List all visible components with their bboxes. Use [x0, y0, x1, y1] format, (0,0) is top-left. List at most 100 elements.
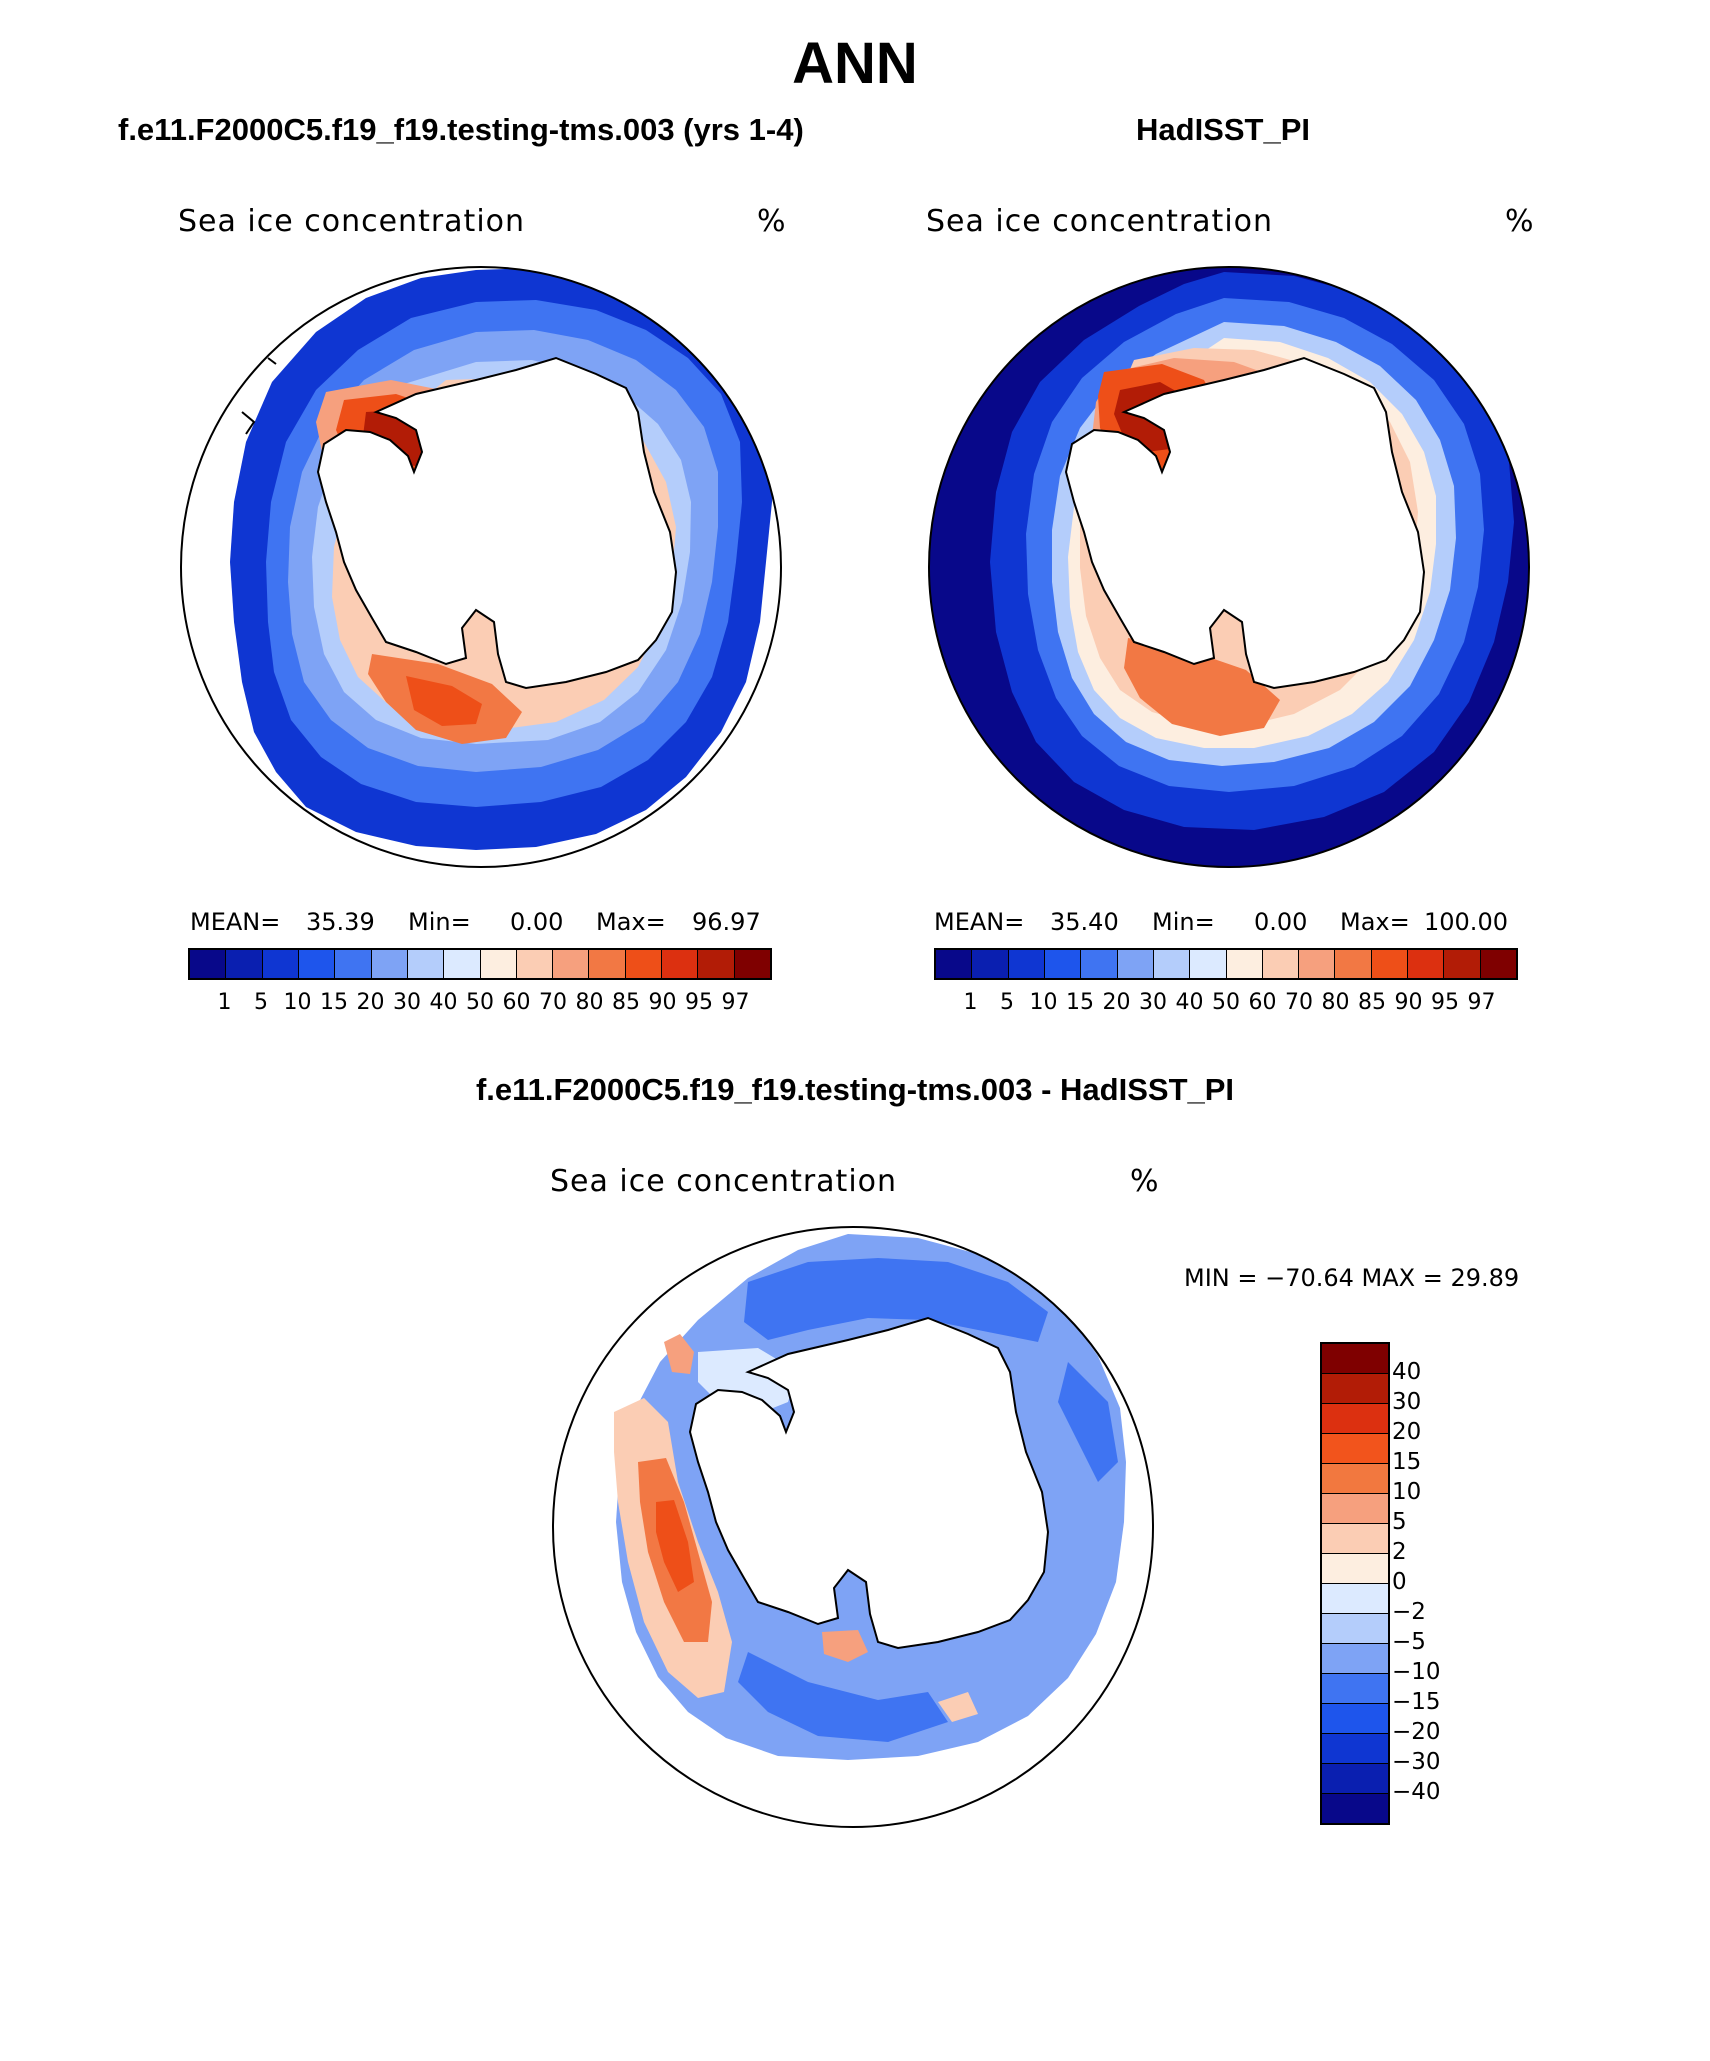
model-colorbar-tick-label: 10	[283, 990, 312, 1015]
obs-panel-title: HadISST_PI	[1136, 112, 1310, 147]
model-colorbar-ticks: 1 5 10 15 20 30 40 50 60 70 80 85 90 95 97	[188, 990, 772, 1020]
obs-colorbar-swatch	[1008, 950, 1045, 978]
model-max-label: Max=	[596, 908, 666, 936]
model-colorbar-swatch	[734, 950, 770, 978]
diff-colorbar-tick-label: 40	[1392, 1359, 1422, 1385]
diff-colorbar-tick-label: −20	[1392, 1719, 1441, 1745]
model-map	[180, 266, 782, 868]
obs-colorbar-swatch	[1190, 950, 1227, 978]
model-min-label: Min=	[408, 908, 471, 936]
obs-colorbar-tick-label: 1	[963, 990, 978, 1015]
diff-colorbar-swatch	[1322, 1344, 1388, 1374]
model-colorbar-swatch	[444, 950, 481, 978]
diff-colorbar-swatch	[1322, 1434, 1388, 1464]
diff-colorbar-tick-label: −30	[1392, 1749, 1441, 1775]
obs-colorbar-ticks: 1 5 10 15 20 30 40 50 60 70 80 85 90 95 97	[934, 990, 1518, 1020]
obs-mean-value: 35.40	[1050, 908, 1119, 936]
model-colorbar-swatch	[589, 950, 626, 978]
obs-colorbar-swatch	[1408, 950, 1445, 978]
diff-colorbar	[1320, 1342, 1390, 1825]
model-colorbar-swatch	[516, 950, 554, 978]
diff-colorbar-tick-label: 30	[1392, 1389, 1422, 1415]
obs-min-value: 0.00	[1254, 908, 1308, 936]
obs-colorbar-swatch	[1480, 950, 1516, 978]
model-units-label: %	[757, 204, 787, 239]
diff-colorbar-swatch	[1322, 1524, 1388, 1554]
diff-colorbar-ticks: 40 30 20 15 10 5 2 0 −2 −5 −10 −15 −20 −30 −40	[1392, 1342, 1512, 1822]
obs-colorbar-swatch	[936, 950, 973, 978]
diff-colorbar-tick-label: −40	[1392, 1779, 1441, 1805]
page-title: ANN	[792, 31, 918, 96]
obs-colorbar-tick-label: 40	[1175, 990, 1204, 1015]
model-colorbar-tick-label: 40	[429, 990, 458, 1015]
model-colorbar-swatch	[553, 950, 590, 978]
diff-units-label: %	[1130, 1164, 1160, 1199]
obs-antarctica	[1064, 356, 1426, 690]
model-colorbar-swatch	[335, 950, 372, 978]
model-antarctica	[316, 356, 678, 690]
model-colorbar-swatch	[190, 950, 227, 978]
obs-units-label: %	[1505, 204, 1535, 239]
diff-colorbar-tick-label: −10	[1392, 1659, 1441, 1685]
obs-colorbar-tick-label: 30	[1139, 990, 1167, 1015]
obs-colorbar-tick-label: 85	[1358, 990, 1386, 1015]
diff-colorbar-swatch	[1322, 1794, 1388, 1823]
model-min-value: 0.00	[510, 908, 564, 936]
obs-colorbar-swatch	[1335, 950, 1372, 978]
diff-colorbar-swatch	[1322, 1584, 1388, 1614]
diff-colorbar-swatch	[1322, 1464, 1388, 1494]
diff-colorbar-swatch	[1322, 1704, 1388, 1734]
obs-colorbar-tick-label: 10	[1029, 990, 1058, 1015]
obs-colorbar-tick-label: 50	[1212, 990, 1240, 1015]
diff-colorbar-swatch	[1322, 1764, 1388, 1794]
obs-variable-label: Sea ice concentration	[926, 204, 1274, 239]
obs-colorbar-tick-label: 60	[1248, 990, 1277, 1015]
model-max-value: 96.97	[692, 908, 761, 936]
model-colorbar-tick-label: 15	[320, 990, 348, 1015]
diff-map-boundary	[552, 1226, 1154, 1828]
model-colorbar-swatch	[226, 950, 263, 978]
model-colorbar-tick-label: 90	[648, 990, 677, 1015]
obs-colorbar-tick-label: 90	[1394, 990, 1423, 1015]
diff-colorbar-tick-label: −2	[1392, 1599, 1426, 1625]
obs-colorbar-swatch	[1081, 950, 1118, 978]
obs-max-label: Max=	[1340, 908, 1410, 936]
obs-mean-label: MEAN=	[934, 908, 1025, 936]
diff-colorbar-tick-label: 10	[1392, 1479, 1422, 1505]
obs-colorbar-swatch	[1153, 950, 1191, 978]
diff-antarctica	[688, 1316, 1050, 1650]
model-colorbar-tick-label: 97	[721, 990, 750, 1015]
model-colorbar-swatch	[698, 950, 735, 978]
diff-colorbar-tick-label: −15	[1392, 1689, 1441, 1715]
model-colorbar-tick-label: 20	[356, 990, 385, 1015]
model-colorbar-tick-label: 60	[502, 990, 531, 1015]
diff-colorbar-swatch	[1322, 1734, 1388, 1764]
model-colorbar-tick-label: 70	[539, 990, 567, 1015]
diff-colorbar-swatch	[1322, 1404, 1388, 1434]
obs-colorbar	[934, 948, 1518, 980]
model-colorbar-tick-label: 30	[393, 990, 421, 1015]
obs-colorbar-swatch	[1371, 950, 1409, 978]
diff-colorbar-swatch	[1322, 1494, 1388, 1524]
diff-map	[552, 1226, 1154, 1828]
model-colorbar-swatch	[262, 950, 299, 978]
model-panel-title: f.e11.F2000C5.f19_f19.testing-tms.003 (y…	[118, 112, 804, 147]
obs-colorbar-swatch	[1117, 950, 1154, 978]
diff-colorbar-tick-label: 5	[1392, 1509, 1407, 1535]
model-colorbar-tick-label: 80	[575, 990, 604, 1015]
model-map-boundary	[180, 266, 782, 868]
diff-colorbar-tick-label: 2	[1392, 1539, 1407, 1565]
obs-colorbar-swatch	[1299, 950, 1336, 978]
obs-min-label: Min=	[1152, 908, 1215, 936]
model-colorbar-swatch	[298, 950, 336, 978]
diff-colorbar-tick-label: 15	[1392, 1449, 1422, 1475]
model-colorbar-swatch	[480, 950, 517, 978]
model-colorbar-tick-label: 5	[254, 990, 268, 1015]
model-mean-value: 35.39	[306, 908, 375, 936]
model-colorbar-swatch	[625, 950, 663, 978]
obs-colorbar-tick-label: 20	[1102, 990, 1131, 1015]
model-colorbar-tick-label: 95	[685, 990, 713, 1015]
obs-colorbar-tick-label: 80	[1321, 990, 1350, 1015]
obs-colorbar-swatch	[972, 950, 1009, 978]
obs-colorbar-swatch	[1044, 950, 1082, 978]
